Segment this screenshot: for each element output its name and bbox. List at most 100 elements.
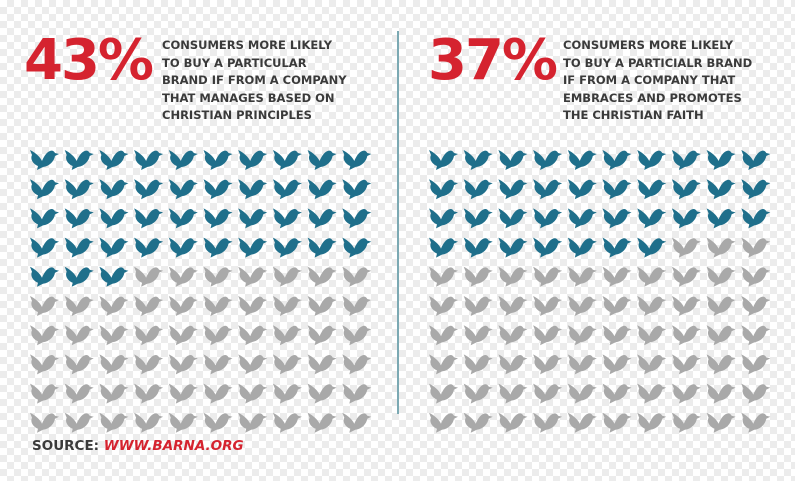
dove-icon-empty [706,412,736,433]
dove-icon-empty [671,266,701,287]
dove-icon-filled [64,179,94,200]
dove-icon-filled [602,208,632,229]
chart-panel-left: 43% CONSUMERS MORE LIKELY TO BUY A PARTI… [0,0,395,433]
dove-icon-empty [533,325,563,346]
dove-icon-filled [429,208,458,229]
dove-icon-filled [533,150,563,170]
dove-icon-empty [64,354,94,375]
dove-icon-filled [272,208,302,229]
dove-icon-empty [238,325,268,346]
dove-icon-empty [671,296,701,316]
dove-icon-empty [307,325,337,346]
dove-icon-filled [168,208,198,229]
dove-icon-empty [134,354,164,375]
dove-icon-filled [602,179,632,200]
dove-icon-empty [533,296,563,316]
dove-icon-filled [429,150,458,170]
dove-icon-filled [671,208,701,229]
dove-icon-empty [168,412,198,433]
dove-icon-empty [498,412,528,433]
dove-icon-empty [567,412,597,433]
dove-icon-empty [429,383,458,404]
dove-icon-empty [602,266,632,287]
dove-icon-filled [64,150,94,170]
dove-icon-empty [134,325,164,346]
dove-icon-empty [498,266,528,287]
dove-icon-empty [498,383,528,404]
description-line: THAT MANAGES BASED ON [162,90,335,105]
dove-icon-empty [498,296,528,316]
dove-icon-filled [671,179,701,200]
percentage-value: 37% [428,28,558,93]
dove-waffle-grid [429,150,771,433]
dove-icon-empty [741,325,771,346]
dove-icon-filled [706,208,736,229]
dove-icon-empty [463,266,493,287]
dove-icon-empty [238,412,268,433]
dove-icon-empty [203,325,233,346]
dove-icon-empty [307,266,337,287]
dove-icon-empty [637,296,667,316]
dove-icon-filled [168,237,198,258]
dove-icon-empty [30,354,59,375]
dove-icon-filled [30,266,59,287]
dove-icon-empty [706,383,736,404]
dove-icon-empty [671,412,701,433]
dove-icon-empty [168,354,198,375]
dove-icon-filled [533,208,563,229]
description-line: BRAND IF FROM A COMPANY [162,73,347,87]
dove-icon-filled [567,208,597,229]
dove-icon-empty [463,325,493,346]
dove-icon-empty [342,383,372,404]
dove-icon-empty [741,412,771,433]
dove-icon-empty [741,266,771,287]
dove-icon-empty [307,354,337,375]
dove-icon-filled [203,150,233,170]
dove-icon-empty [272,383,302,404]
dove-icon-filled [99,237,129,258]
description-line: CONSUMERS MORE LIKELY [162,38,333,52]
dove-icon-filled [533,179,563,200]
dove-icon-filled [463,150,493,170]
dove-icon-empty [99,325,129,346]
dove-icon-empty [64,383,94,404]
dove-icon-filled [272,237,302,258]
dove-icon-empty [99,412,129,433]
dove-icon-filled [64,208,94,229]
dove-icon-empty [498,354,528,375]
dove-icon-filled [463,179,493,200]
dove-icon-filled [741,150,771,170]
dove-icon-empty [463,383,493,404]
source-link[interactable]: WWW.BARNA.ORG [103,438,244,454]
dove-icon-filled [307,208,337,229]
dove-icon-empty [134,266,164,287]
dove-icon-empty [307,412,337,433]
dove-icon-empty [238,383,268,404]
dove-icon-empty [429,296,458,316]
dove-icon-empty [741,354,771,375]
dove-icon-filled [429,179,458,200]
source-line: SOURCE: WWW.BARNA.ORG [32,437,244,455]
dove-icon-filled [498,179,528,200]
dove-icon-empty [30,325,59,346]
dove-icon-filled [272,179,302,200]
dove-icon-empty [272,296,302,316]
dove-icon-empty [463,296,493,316]
dove-icon-empty [342,412,372,433]
dove-icon-filled [99,150,129,170]
dove-icon-empty [203,354,233,375]
dove-icon-filled [671,150,701,170]
dove-icon-empty [272,266,302,287]
dove-icon-empty [238,266,268,287]
dove-icon-filled [706,150,736,170]
dove-icon-empty [567,325,597,346]
dove-icon-empty [533,383,563,404]
dove-icon-filled [602,150,632,170]
dove-icon-filled [429,237,458,258]
dove-icon-filled [706,179,736,200]
dove-icon-empty [533,412,563,433]
chart-panel-right: 37% CONSUMERS MORE LIKELY TO BUY A PARTI… [400,0,795,433]
description-line: EMBRACES AND PROMOTES [563,90,742,105]
dove-icon-filled [533,237,563,258]
dove-icon-empty [741,237,771,258]
